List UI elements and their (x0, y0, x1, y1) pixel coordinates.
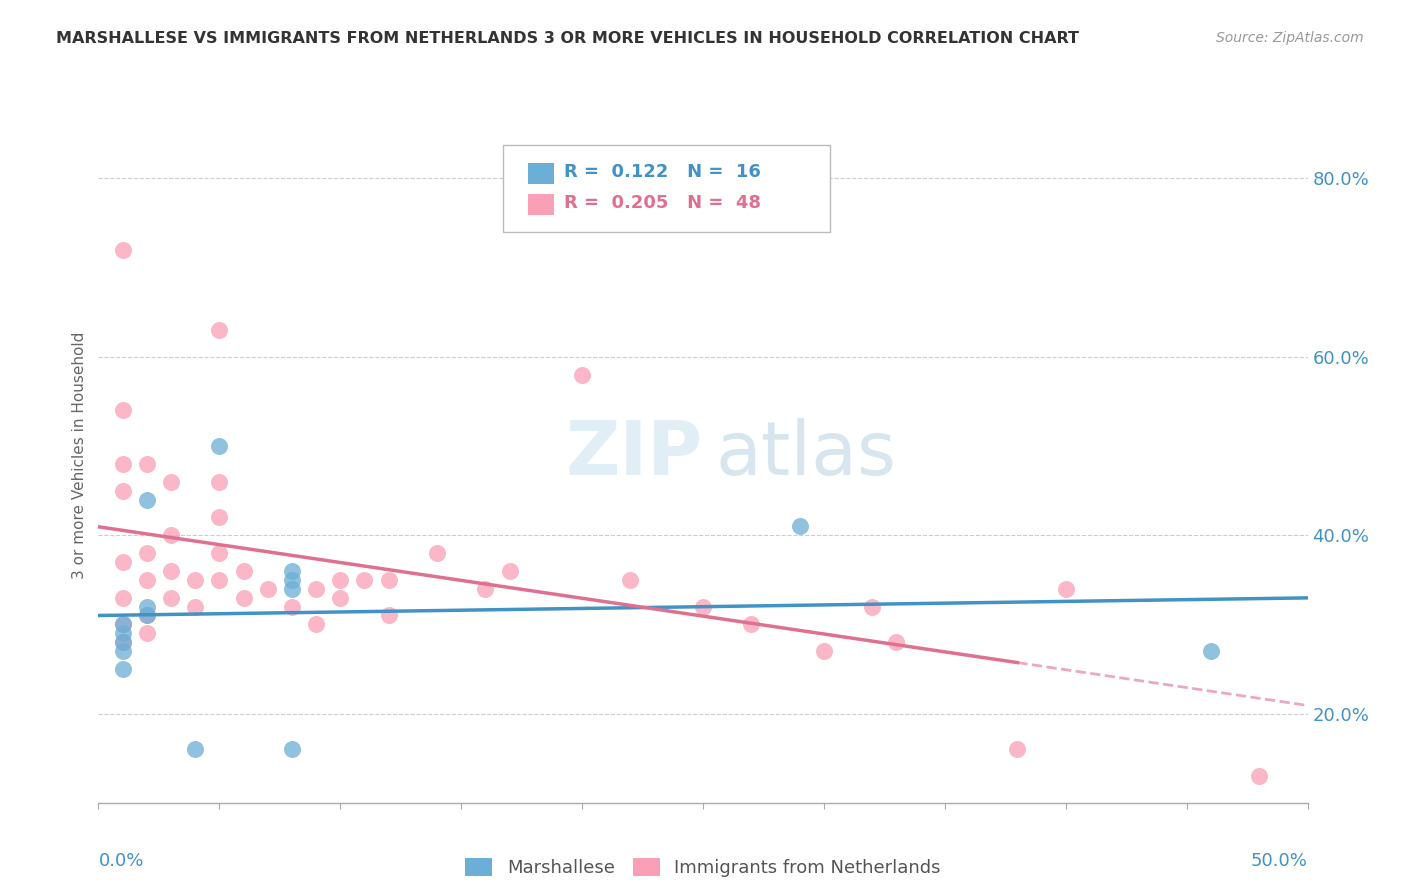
Point (281, 573, 304, 587)
Point (111, 662, 134, 676)
Y-axis label: 3 or more Vehicles in Household: 3 or more Vehicles in Household (72, 331, 87, 579)
FancyBboxPatch shape (503, 145, 830, 232)
Point (160, 591, 183, 605)
Text: 50.0%: 50.0% (1251, 852, 1308, 870)
Text: R =  0.205   N =  48: R = 0.205 N = 48 (564, 194, 761, 212)
Point (281, 564, 304, 578)
Text: ZIP: ZIP (565, 418, 703, 491)
Point (160, 528, 183, 542)
Point (353, 573, 375, 587)
Point (208, 475, 231, 489)
Point (571, 368, 593, 382)
Point (232, 564, 254, 578)
Point (208, 323, 231, 337)
Point (740, 617, 762, 632)
Point (111, 483, 134, 498)
Text: 0.0%: 0.0% (98, 852, 143, 870)
Point (111, 635, 134, 649)
Point (208, 546, 231, 560)
Point (111, 457, 134, 471)
FancyBboxPatch shape (527, 162, 554, 184)
Point (111, 555, 134, 569)
Text: R =  0.122   N =  16: R = 0.122 N = 16 (564, 162, 761, 181)
Point (111, 617, 134, 632)
Point (256, 582, 278, 596)
Point (135, 608, 157, 623)
Point (619, 573, 641, 587)
Point (305, 582, 328, 596)
Point (184, 742, 207, 756)
Point (1249, 769, 1271, 783)
Point (184, 573, 207, 587)
Point (208, 510, 231, 524)
Point (111, 243, 134, 257)
Point (135, 457, 157, 471)
Point (111, 644, 134, 658)
Point (111, 591, 134, 605)
Point (329, 591, 352, 605)
Point (474, 582, 496, 596)
Point (813, 644, 835, 658)
Point (111, 403, 134, 417)
Point (160, 564, 183, 578)
Point (1007, 742, 1029, 756)
Point (135, 599, 157, 614)
Point (111, 626, 134, 640)
Point (1199, 644, 1222, 658)
Point (135, 573, 157, 587)
Point (111, 617, 134, 632)
Text: Source: ZipAtlas.com: Source: ZipAtlas.com (1216, 31, 1364, 45)
Point (160, 475, 183, 489)
Point (232, 591, 254, 605)
Point (1054, 582, 1077, 596)
Point (135, 492, 157, 507)
Point (305, 617, 328, 632)
Point (281, 582, 304, 596)
Point (135, 626, 157, 640)
Point (377, 608, 399, 623)
Point (886, 635, 908, 649)
Point (135, 608, 157, 623)
Point (281, 599, 304, 614)
Point (860, 599, 883, 614)
Point (377, 573, 399, 587)
Text: MARSHALLESE VS IMMIGRANTS FROM NETHERLANDS 3 OR MORE VEHICLES IN HOUSEHOLD CORRE: MARSHALLESE VS IMMIGRANTS FROM NETHERLAN… (56, 31, 1080, 46)
Point (184, 599, 207, 614)
Legend: Marshallese, Immigrants from Netherlands: Marshallese, Immigrants from Netherlands (458, 850, 948, 884)
Point (208, 573, 231, 587)
Point (692, 599, 714, 614)
Point (426, 546, 449, 560)
Point (281, 742, 304, 756)
Point (208, 439, 231, 453)
Point (789, 519, 811, 533)
Point (329, 573, 352, 587)
Point (498, 564, 520, 578)
FancyBboxPatch shape (527, 194, 554, 215)
Text: atlas: atlas (716, 418, 896, 491)
Point (111, 635, 134, 649)
Point (135, 546, 157, 560)
